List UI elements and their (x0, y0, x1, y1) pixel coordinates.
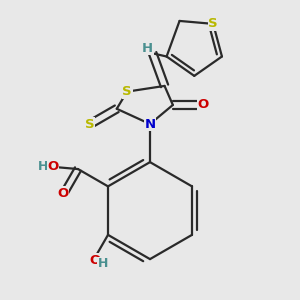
Text: H: H (98, 257, 108, 270)
Text: ·: · (46, 162, 49, 172)
Text: S: S (122, 85, 132, 98)
Text: N: N (144, 118, 156, 130)
Text: H: H (38, 160, 49, 173)
Text: O: O (57, 187, 68, 200)
Text: O: O (197, 98, 209, 112)
Text: O: O (47, 160, 58, 173)
Text: O: O (89, 254, 100, 267)
Text: H: H (142, 42, 153, 55)
Text: S: S (85, 118, 94, 131)
Text: S: S (208, 17, 218, 30)
Text: ·: · (98, 257, 101, 267)
